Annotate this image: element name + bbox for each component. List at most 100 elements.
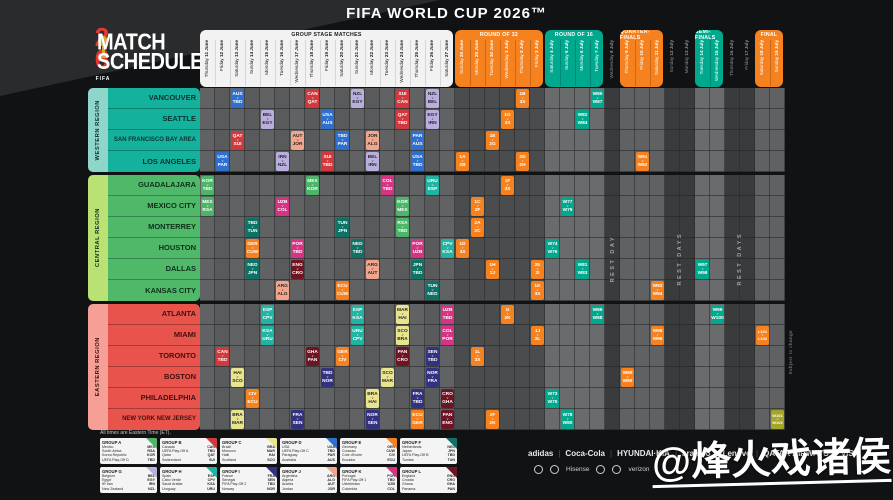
match-cell: ENG v CRO [291,260,304,279]
match-cell: AUT v JOR [291,131,304,150]
page-title: FIFA WORLD CUP 2026™ [346,5,547,22]
legend-team: Algeria ALG [282,478,335,483]
row-separator [200,366,785,367]
match-cell: PAN v CRO [396,347,409,366]
legend-team: Egypt EGY [102,478,155,483]
day-column [515,88,530,430]
match-cell: CIV v ECU [246,389,259,408]
match-day-date: Sunday 19 July [774,40,780,73]
match-cell: TUN v NED [426,281,439,300]
legend-team: New Zealand NZL [102,486,155,491]
rest-days-label: REST DAYS [677,232,683,286]
match-cell: ESP v CPV [261,305,274,324]
knockout-cell-r32: 1G v 3X [501,110,514,129]
legend-team: Korea Republic KOR [102,453,155,458]
phase-header-r32: ROUND OF 32 Sunday 28 June Monday 29 June T… [455,30,543,87]
match-cell: GHA v PAN [306,347,319,366]
match-day-date: Saturday 13 June [230,40,246,86]
legend-team: UEFA Play-Off B TBD [402,453,455,458]
knockout-cell-qf: W95 v W96 [651,326,664,345]
match-cell: PAN v ENG [441,410,454,429]
knockout-cell-r16: W86 v W88 [591,305,604,324]
match-cell: FRA v SEN [291,410,304,429]
knockout-cell-r32: 2F v 2K [486,410,499,429]
legend-group-box: GROUP K Portugal POR FIFA Play-Off 1 TBD Uzbe… [340,467,397,493]
sponsor-row-secondary: Hisense verizon [534,465,886,474]
row-separator [200,216,785,217]
row-separator [200,324,785,325]
match-cell: SCO v BRA [396,326,409,345]
day-column [770,88,785,430]
legend-group-box: GROUP L England ENG Croatia CRO Ghana GHA Panam… [400,467,457,493]
legend-group-title: GROUP B [162,439,182,445]
knockout-cell-r32: 1D v 3X [456,239,469,258]
legend-team: Uzbekistan UZB [342,482,395,487]
knockout-cell-final: W101 v W102 [771,410,784,429]
match-cell: USA v TBD [411,152,424,171]
phase-label: FINAL [760,32,778,38]
match-cell: CAN v QAT [306,89,319,108]
sponsor-logo-icon [596,465,606,474]
city-column: ATLANTA MIAMI TORONTO BOSTON PHILADELPHIA NEW… [108,304,200,430]
sponsor-logo: verizon [628,466,650,473]
legend-group-color [326,438,337,449]
legend-group-color [146,438,157,449]
sponsor-row-primary: adidas | Coca-Cola | HYUNDAI·KIA | aramco | Leno… [528,449,860,458]
match-cell: NED v TBD [351,239,364,258]
sponsor-logo-icon [612,465,622,474]
match-day-date: Wednesday 1 July [500,40,516,86]
knockout-cell-r32: 1E v 2G [486,131,499,150]
legend-group-color [386,438,397,449]
match-day-date: Wednesday 15 July [714,40,720,82]
legend-group-title: GROUP F [402,439,422,445]
sponsor-logo-icon [550,465,559,474]
phase-label: ROUND OF 16 [554,32,594,38]
legend-group-box: GROUP E Germany GER Curacao CUW Cote d'Ivoire… [340,438,397,464]
legend-team: UEFA Play-Off D TBD [102,457,155,462]
knockout-cell-qf: W89 v W90 [621,368,634,387]
city-label: MIAMI [108,325,200,346]
match-cell: NOR v SEN [366,410,379,429]
match-cell: SUI v CAN [396,89,409,108]
legend-group-title: GROUP I [222,468,240,474]
sponsor-logo: aramco [682,449,711,458]
legend-group-color [266,438,277,449]
legend-group-title: GROUP A [102,439,122,445]
legend-team: UEFA Play-Off C TBD [282,449,335,454]
match-day-date: Monday 15 June [260,40,276,86]
venue-sidebar: WESTERN REGION VANCOUVER SEATTLE SAN FRANCI… [88,88,200,430]
match-day-date: Saturday 27 June [444,40,450,77]
schedule-grid: REST DAY REST DAYS REST DAYS AUS v TBD CAN v QAT… [200,88,785,430]
legend-group-box: GROUP A Mexico MEX South Africa RSA Korea Rep… [100,438,157,464]
match-day-date: Tuesday 14 July [695,40,711,86]
knockout-cell-r32: 1I v 2K [501,305,514,324]
city-label: SEATTLE [108,109,200,130]
city-label: ATLANTA [108,304,200,325]
day-column [245,88,260,430]
legend-group-box: GROUP F Netherlands NED Japan JPN UEFA Play-O… [400,438,457,464]
legend-team: Cote d'Ivoire CIV [342,453,395,458]
match-day-date: Friday 3 July [534,40,540,68]
day-column [260,88,275,430]
knockout-cell-r16: W73 v W75 [546,389,559,408]
match-cell: GER v CIV [336,347,349,366]
legend-group-color [386,467,397,478]
match-cell: HAI v SCO [231,368,244,387]
match-cell: QAT v TBD [396,110,409,129]
rest-days-label: REST DAYS [737,232,743,286]
legend-team: Ecuador ECU [342,457,395,462]
legend-row: GROUP G Belgium BEL Egypt EGY IR Iran IRN New Z… [100,467,462,493]
match-cell: UZB v COL [276,197,289,216]
day-column [695,88,710,430]
match-cell: PAR v AUS [411,131,424,150]
match-cell: KOR v MEX [396,197,409,216]
phase-label: QUARTER-FINALS [620,30,650,41]
city-label: DALLAS [108,259,200,280]
knockout-cell-r16: W74 v W76 [546,239,559,258]
match-cell: CPV v KSA [441,239,454,258]
knockout-cell-r32: 2A v 2C [471,218,484,237]
legend-row: GROUP A Mexico MEX South Africa RSA Korea Rep… [100,438,462,464]
match-cell: COL v TBD [381,176,394,195]
match-cell: TUN v JPN [336,218,349,237]
region-gap [200,301,785,304]
